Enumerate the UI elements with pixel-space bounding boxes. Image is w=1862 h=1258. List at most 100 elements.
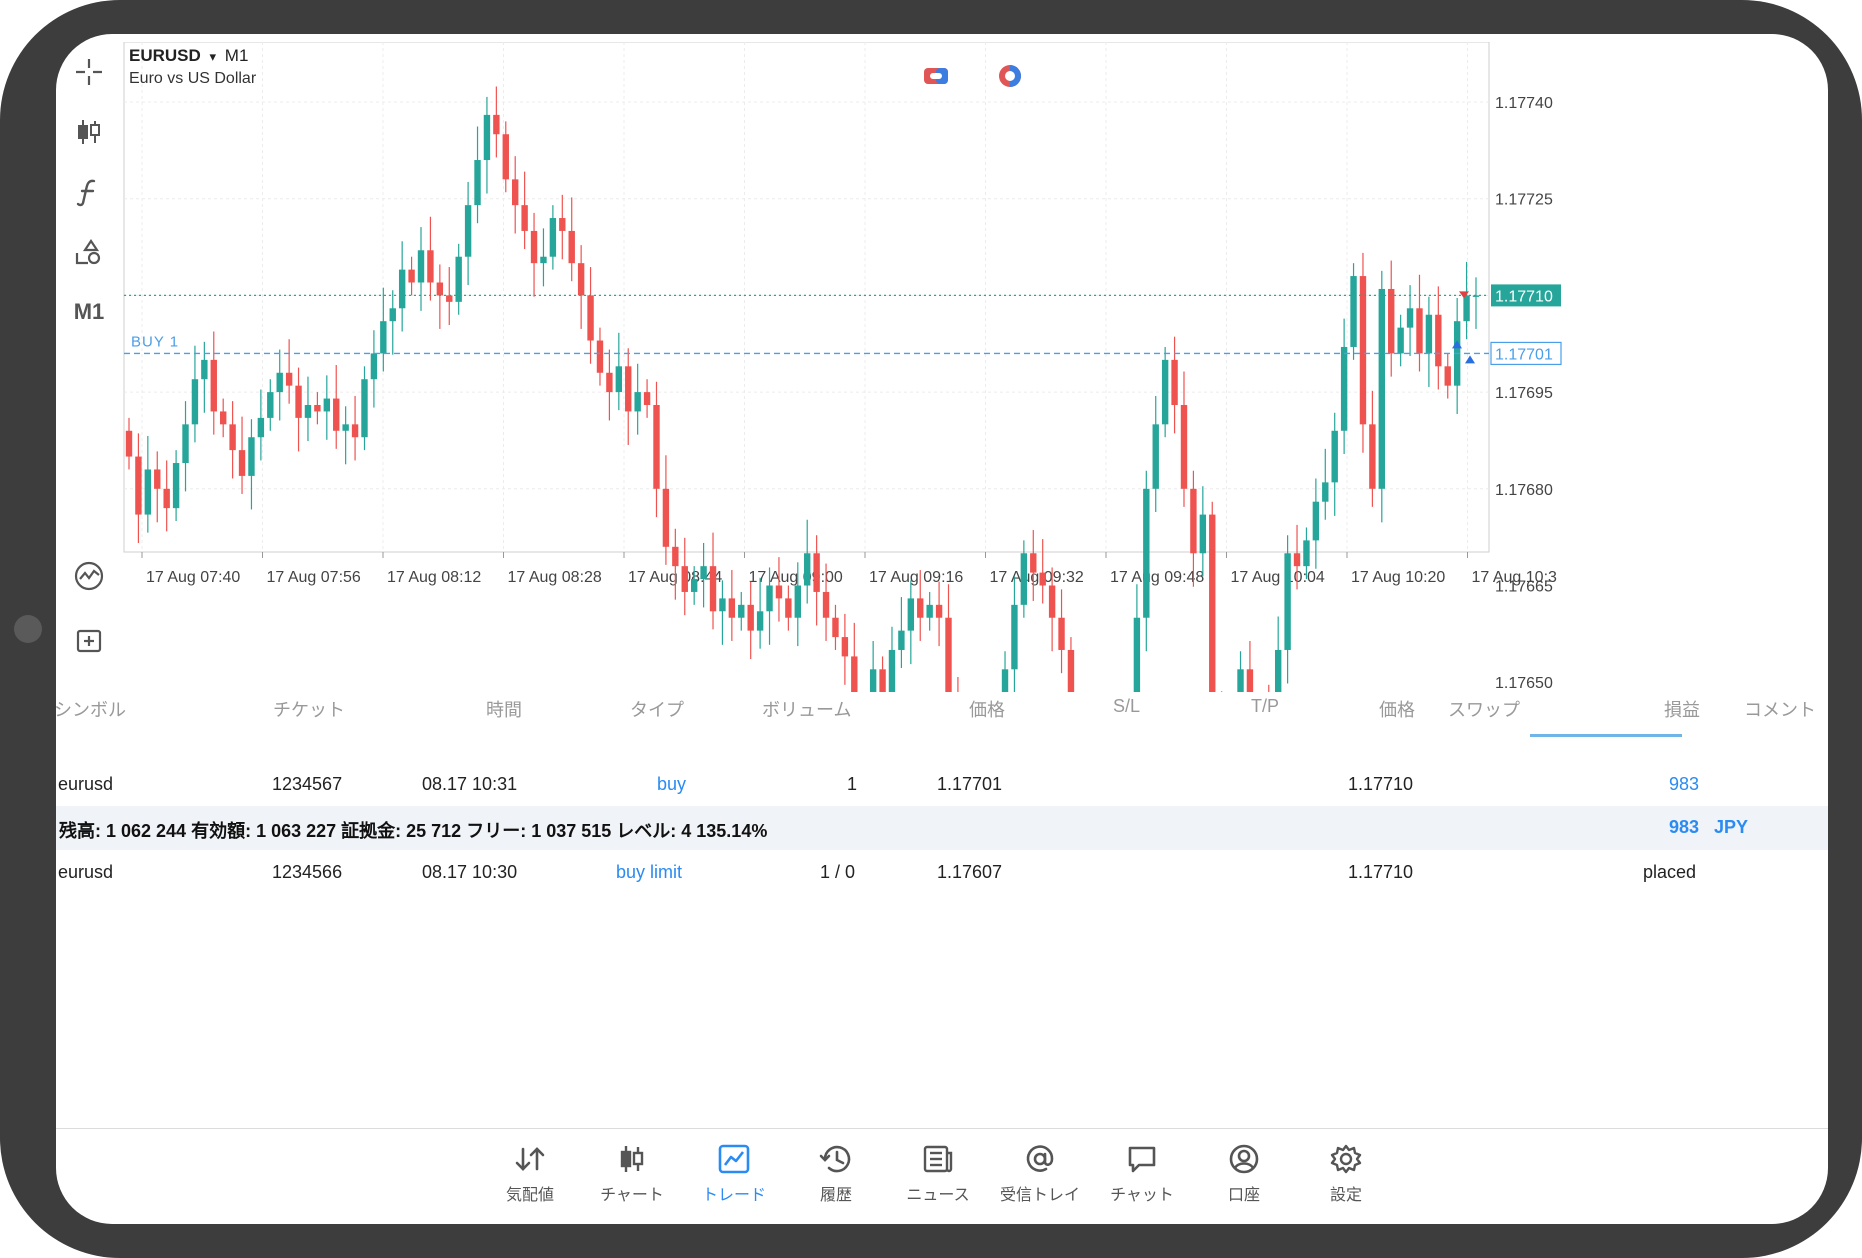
- header-comment[interactable]: コメント: [1744, 700, 1816, 720]
- header-symbol[interactable]: シンボル: [56, 700, 126, 720]
- order-line-label: BUY 1: [131, 333, 179, 350]
- candle-body: [1340, 346, 1348, 431]
- candle-body: [219, 411, 227, 425]
- symbol-header[interactable]: EURUSD ▾ M1: [129, 46, 248, 66]
- candle-body: [276, 372, 283, 393]
- sell-arrow-marker: [1459, 291, 1469, 299]
- one-click-trading-icon[interactable]: [922, 62, 950, 90]
- header-price[interactable]: 価格: [969, 700, 1005, 720]
- tab-chart[interactable]: チャート: [584, 1129, 680, 1224]
- candle-body: [295, 385, 302, 418]
- indicators-icon[interactable]: [56, 554, 122, 598]
- candle-body: [756, 611, 764, 631]
- candle-body: [813, 553, 820, 592]
- candle-body: [690, 579, 698, 592]
- time-tick-label: 17 Aug 07:40: [146, 569, 240, 586]
- candle-body: [521, 205, 528, 231]
- tab-chat[interactable]: チャット: [1094, 1129, 1190, 1224]
- crosshair-icon[interactable]: [56, 50, 122, 94]
- candle-body: [380, 321, 387, 354]
- header-time[interactable]: 時間: [486, 700, 522, 720]
- header-tp[interactable]: T/P: [1251, 696, 1280, 716]
- tab-trade[interactable]: トレード: [686, 1129, 782, 1224]
- chart-canvas[interactable]: 1.17740 1.17725 1.17710 1.17695 1.17680 1.176…: [122, 42, 1828, 692]
- candle-body: [596, 340, 604, 373]
- candle-body: [210, 359, 217, 412]
- header-profit[interactable]: 損益: [1664, 700, 1700, 720]
- candle-body: [1030, 553, 1037, 573]
- bid-price-box: [1491, 284, 1561, 307]
- row-profit: placed: [1643, 862, 1697, 882]
- tab-settings[interactable]: 設定: [1298, 1129, 1394, 1224]
- tab-account[interactable]: 口座: [1196, 1129, 1292, 1224]
- buy-arrow-marker: [1452, 340, 1462, 349]
- candle-body: [342, 424, 349, 431]
- period-button[interactable]: M1: [73, 299, 105, 324]
- candle-body: [1425, 314, 1433, 354]
- candle-body: [775, 585, 783, 599]
- candle-body: [361, 379, 368, 438]
- candle-body: [728, 598, 736, 618]
- candle-body: [549, 218, 557, 257]
- tab-history[interactable]: 履歴: [788, 1129, 884, 1224]
- row-time: 08.17 10:31: [422, 774, 518, 794]
- tab-label: 履歴: [819, 1187, 852, 1204]
- depth-of-market-icon[interactable]: [996, 62, 1024, 90]
- candle-body: [1350, 276, 1357, 347]
- time-tick-label: 17 Aug 09:16: [869, 569, 963, 586]
- tab-news[interactable]: ニュース: [890, 1129, 986, 1224]
- summary-currency: JPY: [1714, 817, 1749, 837]
- row-volume: 1: [847, 774, 858, 794]
- time-tick-label: 17 Aug 09:00: [749, 569, 843, 586]
- candle-body: [229, 424, 236, 451]
- trade-icon: [718, 1144, 750, 1174]
- candle-body: [135, 456, 142, 515]
- candle-body: [1133, 617, 1141, 692]
- header-sl[interactable]: S/L: [1113, 696, 1141, 716]
- tab-quotes[interactable]: 気配値: [482, 1129, 578, 1224]
- symbol-caret: ▾: [209, 49, 217, 64]
- header-type[interactable]: タイプ: [630, 700, 684, 720]
- candles-icon[interactable]: [56, 110, 122, 154]
- row-symbol: eurusd: [58, 862, 114, 882]
- function-icon[interactable]: [56, 170, 122, 214]
- candle-body: [917, 598, 924, 618]
- order-price-box: [1490, 341, 1562, 366]
- row-volume: 1 / 0: [820, 862, 856, 882]
- candle-body: [398, 269, 406, 309]
- header-volume[interactable]: ボリューム: [762, 700, 852, 720]
- candle-body: [1190, 488, 1197, 554]
- candle-body: [1161, 359, 1169, 425]
- candle-body: [125, 430, 133, 457]
- candle-body: [1180, 404, 1188, 489]
- candle-body: [1237, 669, 1244, 692]
- candle-body: [408, 269, 415, 283]
- objects-icon[interactable]: [56, 230, 122, 274]
- price-chart[interactable]: 1.17740 1.17725 1.17710 1.17695 1.17680 1.176…: [122, 42, 1828, 692]
- summary-profit: 983: [1669, 817, 1700, 837]
- candle-body: [333, 398, 340, 431]
- row-ticket: 1234566: [272, 862, 343, 882]
- new-window-icon[interactable]: [56, 618, 122, 662]
- candle-body: [577, 263, 585, 296]
- header-swap[interactable]: スワップ: [1448, 700, 1520, 720]
- candle-body: [351, 424, 359, 438]
- time-tick-label: 17 Aug 07:56: [267, 569, 361, 586]
- candle-body: [1312, 501, 1320, 541]
- candle-body: [1303, 540, 1310, 567]
- candle-body: [1284, 553, 1291, 650]
- candle-body: [1331, 430, 1338, 483]
- header-current-price[interactable]: 価格: [1379, 700, 1415, 720]
- tab-mailbox[interactable]: 受信トレイ: [992, 1129, 1088, 1224]
- candle-body: [1048, 585, 1056, 618]
- candle-body: [832, 617, 839, 638]
- candle-body: [1067, 649, 1075, 692]
- candle-body: [568, 230, 575, 264]
- candle-body: [888, 649, 896, 692]
- mailbox-icon: [1026, 1145, 1054, 1172]
- price-tick-label: 1.17650: [1495, 675, 1553, 692]
- header-ticket[interactable]: チケット: [273, 700, 345, 720]
- sort-indicator: [1530, 734, 1682, 737]
- candle-body: [785, 598, 792, 618]
